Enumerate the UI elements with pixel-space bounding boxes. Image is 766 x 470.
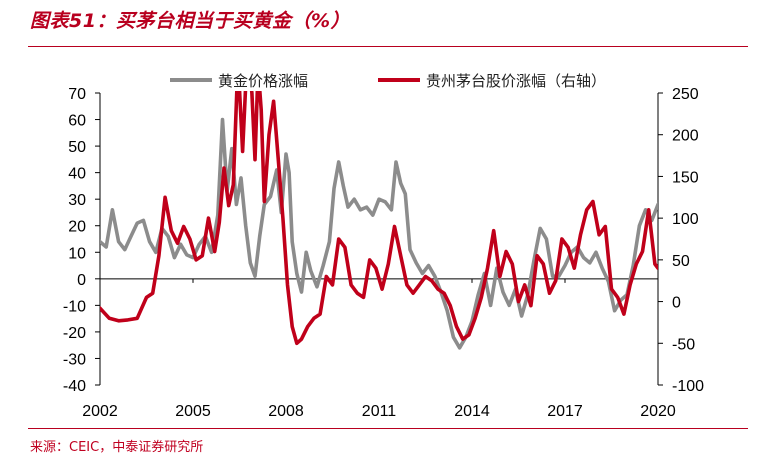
left-tick-label: 60 <box>68 113 86 130</box>
legend-label-gold: 黄金价格涨幅 <box>218 72 308 90</box>
x-tick-label: 2017 <box>547 403 583 420</box>
maotai-price-series-line <box>100 91 658 346</box>
legend: 黄金价格涨幅 贵州茅台股价涨幅（右轴） <box>170 72 606 90</box>
right-tick-label: 200 <box>672 128 699 145</box>
gold-price-series-line <box>100 117 658 350</box>
legend-label-maotai: 贵州茅台股价涨幅（右轴） <box>426 72 606 90</box>
x-tick-label: 2011 <box>362 403 397 420</box>
left-tick-label: 40 <box>68 166 86 183</box>
x-tick-label: 2008 <box>268 403 304 420</box>
left-tick-label: 20 <box>68 219 86 236</box>
left-tick-label: -40 <box>63 378 86 395</box>
left-tick-label: 0 <box>77 272 86 289</box>
x-tick-label: 2005 <box>175 403 211 420</box>
left-tick-label: -20 <box>63 325 86 342</box>
right-tick-label: 150 <box>672 169 699 186</box>
right-tick-label: 0 <box>672 295 681 312</box>
left-tick-label: 50 <box>68 139 86 156</box>
top-divider <box>28 46 748 47</box>
left-tick-label: 70 <box>68 86 86 103</box>
x-tick-label: 2014 <box>454 403 490 420</box>
left-tick-label: -10 <box>63 298 86 315</box>
left-tick-label: -30 <box>63 351 86 368</box>
axes: 706050403020100-10-20-30-402502001501005… <box>63 86 704 420</box>
right-tick-label: 50 <box>672 253 690 270</box>
source-note: 来源：CEIC，中泰证券研究所 <box>30 440 204 455</box>
right-tick-label: 250 <box>672 86 699 103</box>
right-tick-label: -50 <box>672 336 695 353</box>
chart-title: 图表51：买茅台相当于买黄金（%） <box>30 10 350 32</box>
left-tick-label: 30 <box>68 192 86 209</box>
bottom-divider <box>28 428 748 429</box>
x-tick-label: 2020 <box>640 403 676 420</box>
right-tick-label: -100 <box>672 378 704 395</box>
right-tick-label: 100 <box>672 211 699 228</box>
plot-area <box>100 91 658 350</box>
left-tick-label: 10 <box>68 245 86 262</box>
x-tick-label: 2002 <box>82 403 118 420</box>
